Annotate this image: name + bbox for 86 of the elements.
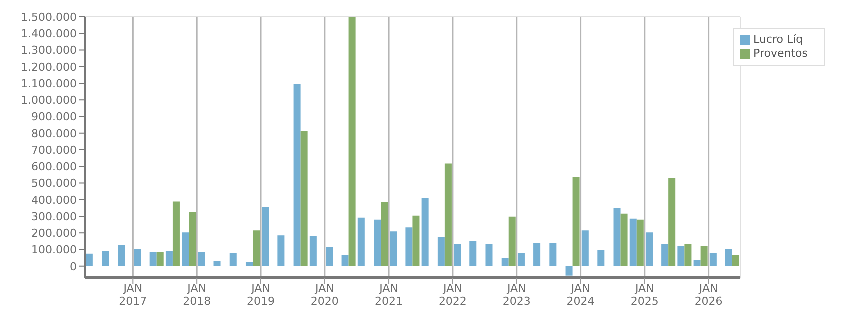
- bar: [732, 255, 740, 266]
- bar: [172, 202, 180, 266]
- bar: [156, 252, 164, 266]
- bar: [406, 228, 413, 266]
- y-tick-label: 1.200.000: [21, 60, 77, 74]
- bar: [470, 241, 477, 266]
- bar: [550, 243, 557, 266]
- x-tick-label: JAN 2020: [310, 282, 339, 308]
- x-tick-label: JAN 2022: [438, 282, 467, 308]
- bar: [534, 243, 541, 266]
- y-tick-label: 800.000: [32, 127, 77, 140]
- bar: [150, 252, 157, 266]
- y-tick-label: 600.000: [32, 160, 77, 174]
- y-tick-label: 1.100.000: [21, 77, 77, 90]
- bar: [134, 249, 142, 266]
- x-tick-label: JAN 2021: [375, 282, 404, 308]
- x-tick-label: JAN 2017: [119, 282, 148, 308]
- bar: [348, 17, 356, 266]
- bar: [102, 251, 110, 266]
- bar: [230, 253, 237, 266]
- y-tick-label: 0: [70, 260, 77, 274]
- bar: [684, 244, 692, 266]
- bar: [358, 218, 365, 266]
- bar: [310, 236, 317, 266]
- legend-label: Lucro Líq: [754, 33, 804, 46]
- bar: [668, 178, 676, 266]
- bar: [630, 218, 637, 266]
- bar: [214, 261, 221, 266]
- y-tick-label: 700.000: [32, 144, 77, 157]
- x-tick-label: JAN 2026: [694, 282, 723, 308]
- y-tick-label: 500.000: [32, 177, 77, 190]
- bar: [502, 258, 509, 266]
- bar: [518, 253, 525, 266]
- bar: [182, 232, 190, 266]
- x-tick-label: JAN 2024: [566, 282, 595, 308]
- bar: [710, 253, 717, 266]
- bar: [189, 212, 196, 266]
- bar: [614, 208, 621, 266]
- bar: [198, 252, 206, 266]
- x-tick-label: JAN 2023: [502, 282, 531, 308]
- bar: [166, 251, 173, 266]
- y-tick-label: 100.000: [32, 244, 77, 257]
- bar: [486, 244, 493, 266]
- y-tick-label: 200.000: [32, 227, 77, 240]
- bar: [508, 216, 516, 266]
- x-tick-label: JAN 2019: [247, 282, 276, 308]
- bar: [300, 131, 308, 266]
- x-tick-label: JAN 2025: [630, 282, 659, 308]
- legend-label: Proventos: [754, 47, 808, 60]
- bar: [342, 255, 349, 266]
- bar: [246, 262, 253, 266]
- bar: [662, 244, 669, 266]
- bar: [118, 245, 126, 266]
- bar: [572, 177, 580, 266]
- bar: [262, 207, 270, 266]
- bar: [636, 220, 644, 266]
- y-tick-label: 400.000: [32, 194, 77, 207]
- bar: [582, 230, 589, 266]
- bar: [278, 236, 285, 266]
- y-tick-label: 1.000.000: [21, 94, 77, 108]
- bar: [294, 84, 301, 266]
- bar: [725, 249, 733, 266]
- bar: [566, 266, 573, 276]
- bar: [444, 164, 452, 266]
- bar: [412, 216, 420, 266]
- y-tick-label: 1.300.000: [21, 44, 77, 58]
- y-tick-label: 300.000: [32, 210, 77, 224]
- bar: [326, 247, 334, 266]
- bar: [598, 250, 605, 266]
- bar: [374, 220, 382, 266]
- bar: [438, 237, 445, 266]
- x-tick-label: JAN 2018: [183, 282, 212, 308]
- y-tick-label: 900.000: [32, 110, 77, 124]
- bar: [422, 198, 429, 266]
- bar: [646, 232, 653, 266]
- bar: [86, 254, 93, 266]
- bar: [694, 260, 701, 266]
- y-tick-label: 1.500.000: [21, 10, 77, 24]
- bar: [381, 202, 388, 266]
- bar: [620, 214, 628, 266]
- bar: [700, 246, 708, 266]
- bar: [678, 246, 685, 266]
- y-tick-label: 1.400.000: [21, 28, 77, 41]
- bar: [454, 244, 462, 266]
- bar: [252, 230, 260, 266]
- bar: [390, 232, 398, 266]
